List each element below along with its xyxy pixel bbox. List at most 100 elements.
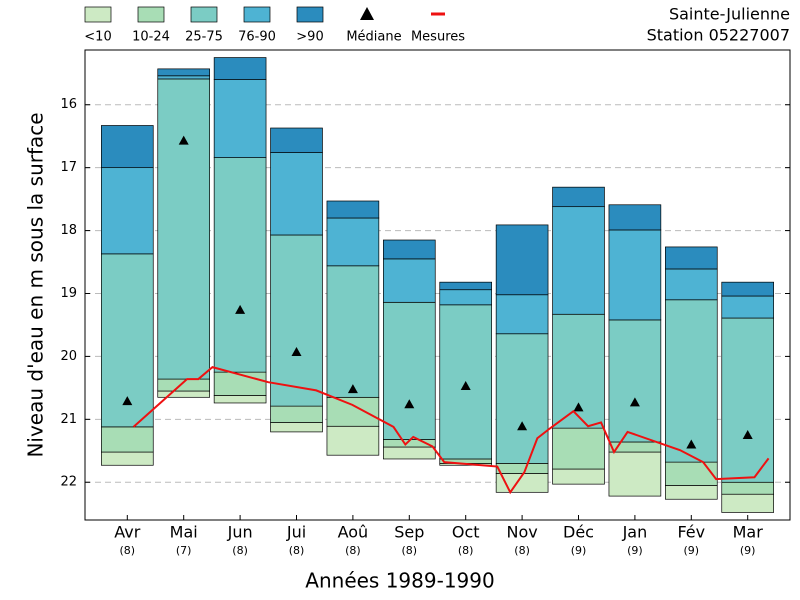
band-segment (270, 234, 323, 407)
median-marker (291, 347, 302, 357)
band-segment (721, 295, 774, 319)
count-label: (7) (176, 544, 192, 557)
band-segment (157, 68, 210, 77)
band-segment (552, 427, 605, 470)
band-segment (383, 258, 436, 303)
legend-swatch (190, 6, 218, 23)
count-label: (8) (289, 544, 305, 557)
y-tick-label: 16 (60, 97, 77, 112)
median-marker (347, 384, 358, 394)
band-segment (721, 281, 774, 297)
band-segment (721, 481, 774, 495)
legend-swatch (296, 6, 324, 23)
band-segment (326, 200, 380, 219)
plot-frame (84, 49, 791, 521)
y-tick-label: 20 (60, 349, 77, 364)
legend-label: >90 (296, 30, 323, 45)
y-axis-label: Niveau d'eau en m sous la surface (24, 112, 48, 457)
band-segment (665, 246, 718, 270)
station-id: Station 05227007 (647, 26, 790, 45)
legend-label: 76-90 (238, 30, 276, 45)
count-label: (8) (458, 544, 474, 557)
band-segment (326, 396, 380, 427)
band-segment (552, 186, 605, 208)
band-segment (495, 224, 549, 296)
y-tick-label: 17 (60, 160, 77, 175)
count-label: (8) (120, 544, 136, 557)
band-segment (495, 294, 549, 335)
count-label: (9) (627, 544, 643, 557)
band-segment (326, 425, 380, 456)
band-segment (270, 405, 323, 423)
band-segment (101, 125, 154, 169)
band-segment (213, 395, 267, 404)
band-segment (101, 451, 154, 466)
median-marker (404, 399, 415, 409)
legend-label: Médiane (346, 30, 401, 45)
band-segment (383, 446, 436, 460)
band-segment (665, 485, 718, 500)
band-segment (552, 468, 605, 485)
x-axis-label: Années 1989-1990 (305, 569, 494, 593)
legend-label: Mesures (411, 30, 465, 45)
band-segment (608, 204, 662, 231)
band-segment (213, 371, 267, 396)
y-tick-label: 19 (60, 286, 77, 301)
band-segment (665, 268, 718, 301)
median-marker (235, 304, 246, 314)
median-marker (178, 135, 189, 145)
x-tick-label: Aoû (338, 523, 369, 542)
band-segment (157, 75, 210, 80)
band-segment (665, 299, 718, 463)
x-tick-label: Sep (394, 523, 424, 542)
median-marker (517, 421, 528, 431)
x-tick-label: Mar (733, 523, 764, 542)
legend-median-marker (360, 7, 374, 20)
x-tick-label: Nov (506, 523, 537, 542)
median-marker (686, 439, 697, 449)
band-segment (270, 127, 323, 153)
band-segment (439, 281, 492, 291)
legend-label: 25-75 (185, 30, 223, 45)
band-segment (326, 217, 380, 267)
legend-label: 10-24 (132, 30, 170, 45)
band-segment (439, 289, 492, 306)
band-segment (101, 426, 154, 453)
station-name: Sainte-Julienne (669, 5, 790, 24)
band-segment (213, 79, 267, 158)
x-tick-label: Jui (286, 523, 306, 542)
x-tick-label: Déc (563, 523, 594, 542)
x-tick-label: Oct (452, 523, 480, 542)
count-label: (8) (514, 544, 530, 557)
band-segment (270, 422, 323, 433)
band-segment (608, 451, 662, 497)
count-label: (8) (232, 544, 248, 557)
band-segment (213, 57, 267, 80)
x-tick-label: Avr (114, 523, 140, 542)
band-segment (552, 206, 605, 315)
band-segment (721, 493, 774, 513)
x-tick-label: Jun (227, 523, 253, 542)
count-label: (9) (684, 544, 700, 557)
band-segment (495, 333, 549, 464)
count-label: (9) (571, 544, 587, 557)
legend-swatch (84, 6, 112, 23)
x-tick-label: Mai (170, 523, 198, 542)
median-marker (629, 397, 640, 407)
median-marker (122, 396, 133, 406)
band-segment (157, 390, 210, 398)
x-tick-label: Fév (677, 523, 705, 542)
legend-swatch (243, 6, 271, 23)
measures-line (132, 366, 770, 495)
y-tick-label: 21 (60, 412, 77, 427)
band-segment (383, 239, 436, 260)
median-marker (573, 402, 584, 412)
band-segment (608, 319, 662, 443)
y-tick-label: 18 (60, 223, 77, 238)
band-segment (665, 461, 718, 486)
count-label: (8) (402, 544, 418, 557)
count-label: (9) (740, 544, 756, 557)
count-label: (8) (345, 544, 361, 557)
legend-label: <10 (84, 30, 111, 45)
